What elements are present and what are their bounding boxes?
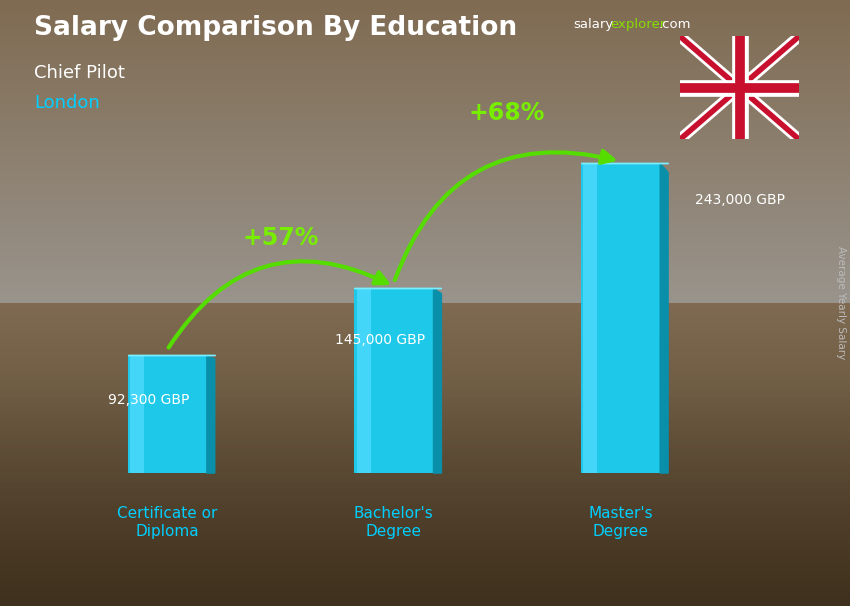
Polygon shape [207,355,215,473]
Text: Average Yearly Salary: Average Yearly Salary [836,247,846,359]
Bar [581,163,660,473]
Bar [583,163,598,473]
Polygon shape [434,288,441,473]
Text: 243,000 GBP: 243,000 GBP [695,193,785,207]
Bar [354,288,434,473]
Text: Master's
Degree: Master's Degree [588,507,653,539]
Text: Chief Pilot: Chief Pilot [34,64,125,82]
Bar [356,288,371,473]
Text: explorer: explorer [610,18,666,31]
Text: Bachelor's
Degree: Bachelor's Degree [354,507,434,539]
Polygon shape [660,163,668,473]
Bar [130,355,145,473]
FancyArrowPatch shape [168,261,387,347]
FancyArrowPatch shape [394,151,613,280]
Text: Certificate or
Diploma: Certificate or Diploma [117,507,218,539]
Text: London: London [34,94,99,112]
Text: 92,300 GBP: 92,300 GBP [108,393,190,407]
Text: 145,000 GBP: 145,000 GBP [335,333,425,347]
Text: Salary Comparison By Education: Salary Comparison By Education [34,15,517,41]
Text: +68%: +68% [469,101,546,125]
Text: salary: salary [574,18,614,31]
Bar [128,355,207,473]
Text: +57%: +57% [242,226,319,250]
Text: .com: .com [659,18,691,31]
